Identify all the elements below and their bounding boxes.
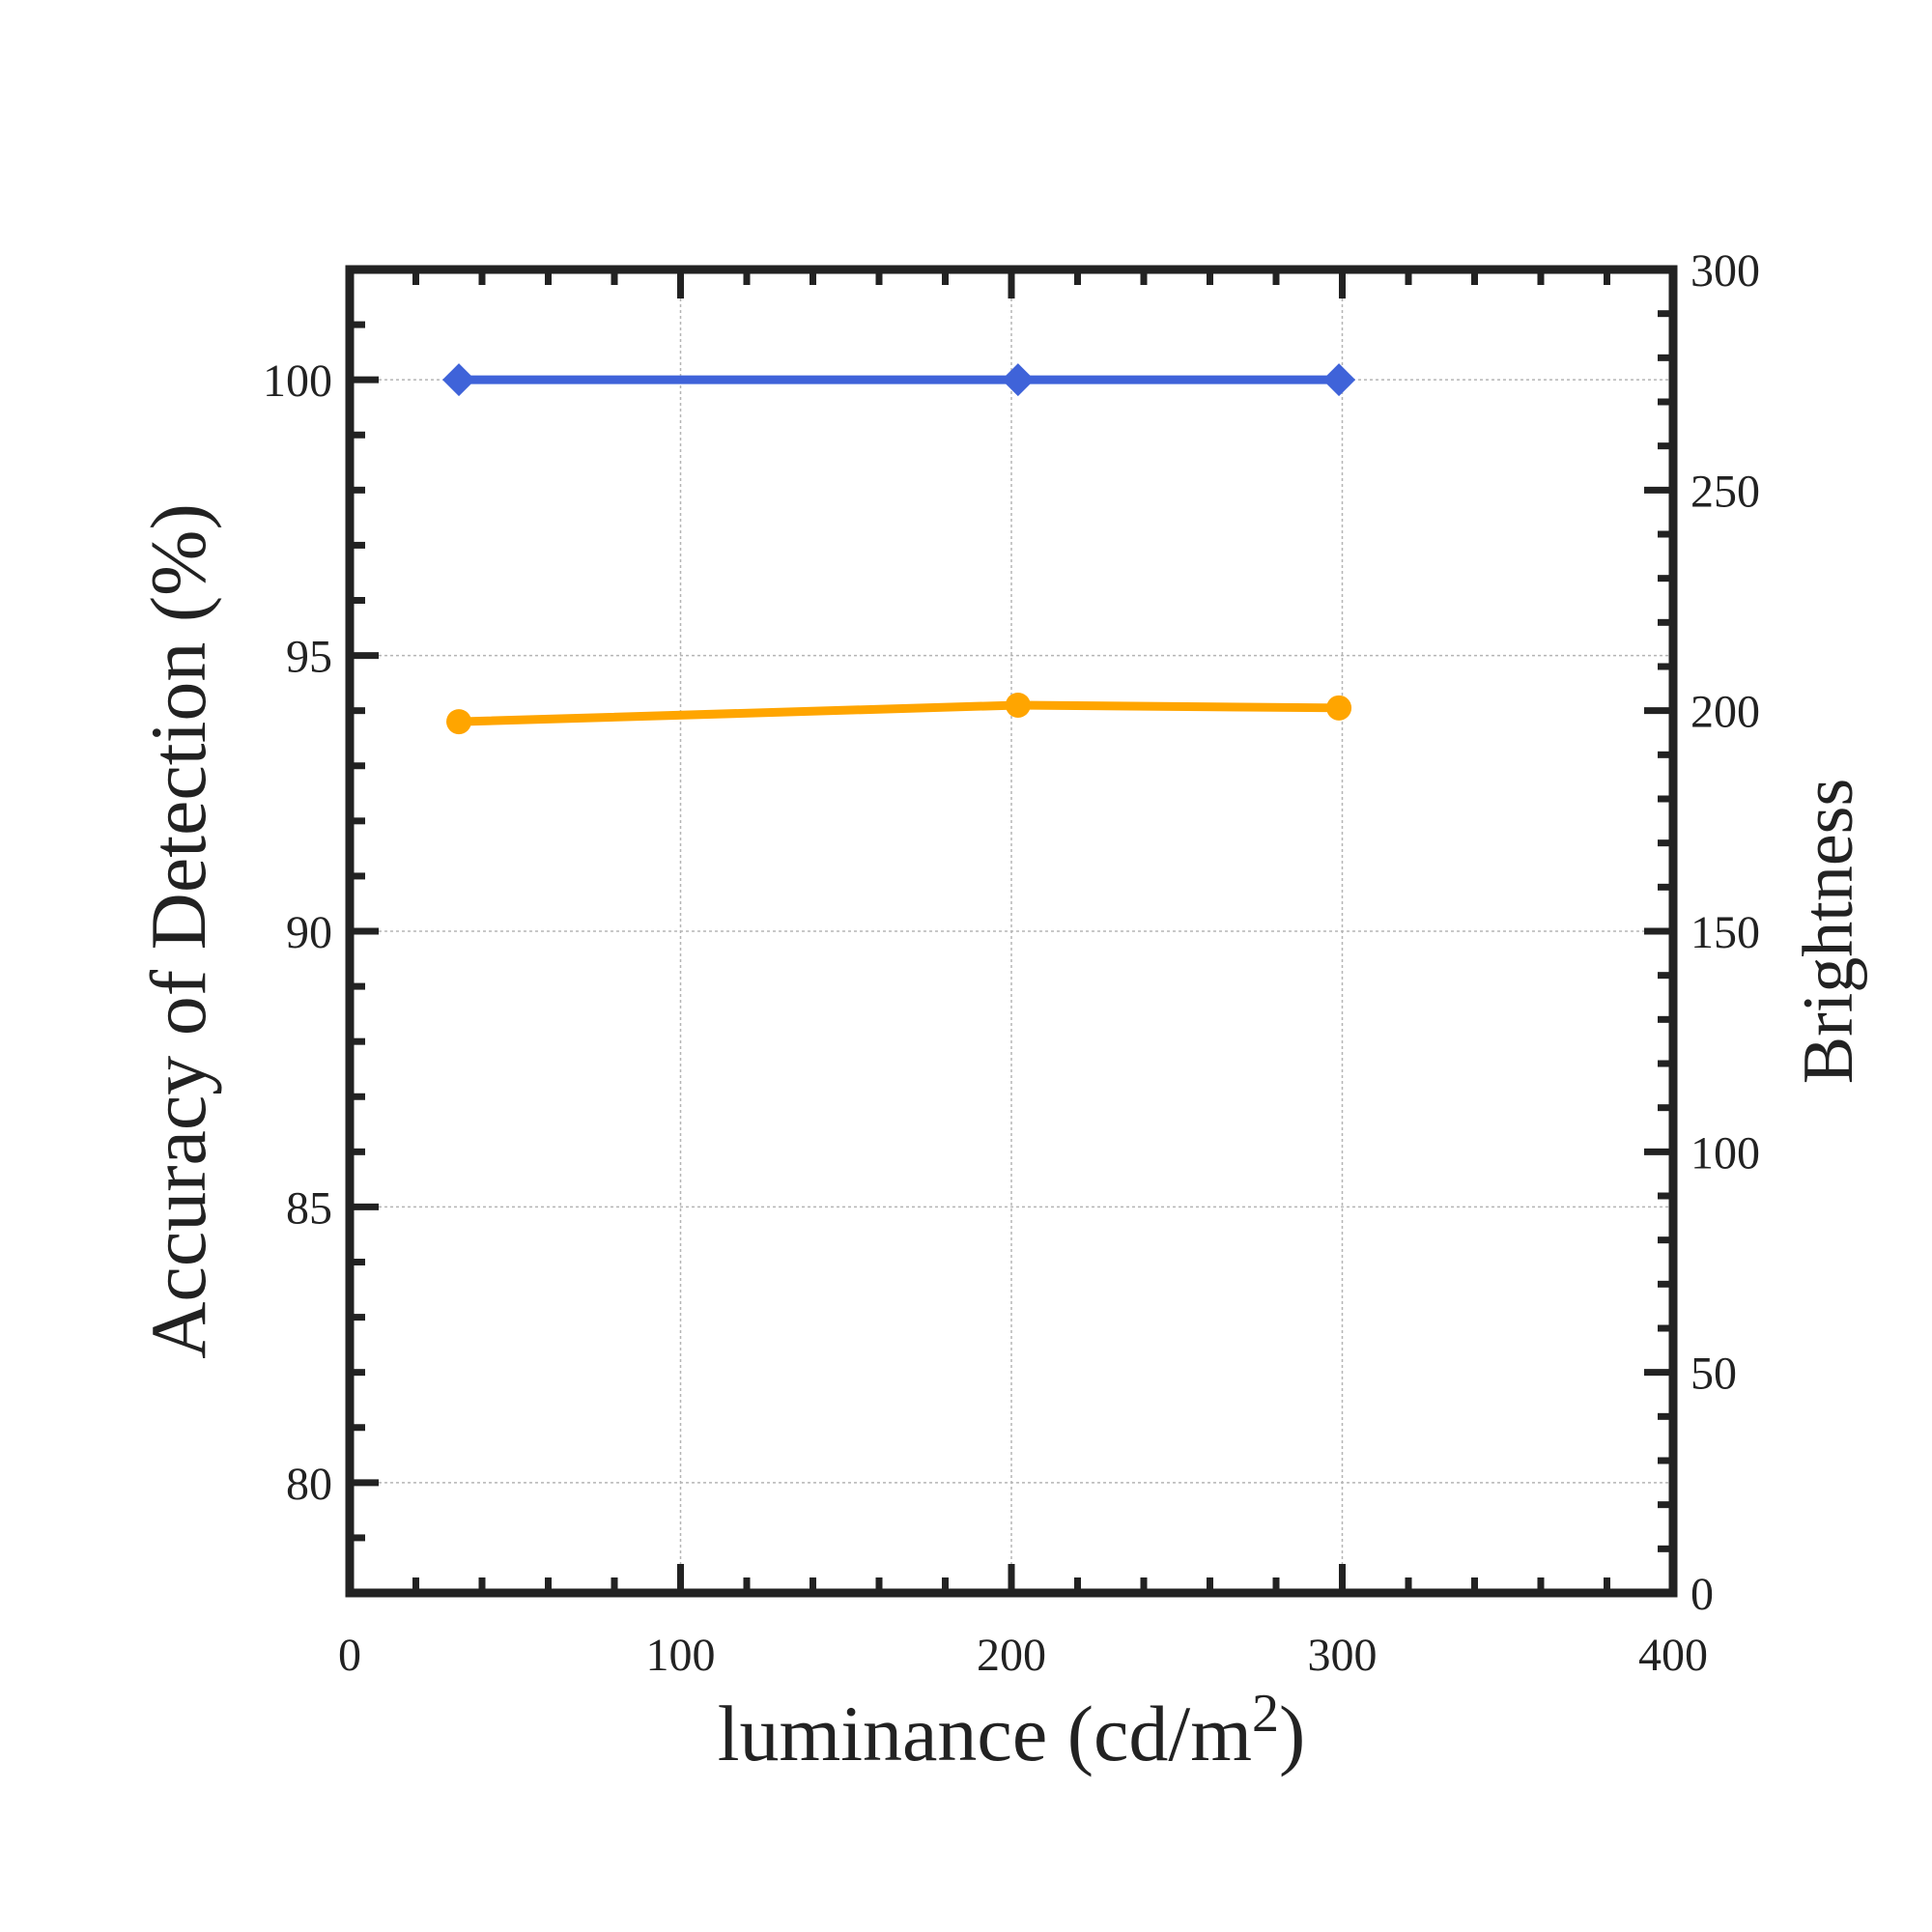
series-line-2: [454, 700, 1344, 726]
x-tick-label: 100: [646, 1630, 716, 1681]
y2-tick-label: 300: [1690, 245, 1760, 297]
y2-tick-label: 250: [1690, 466, 1760, 517]
x-axis-title-suffix: ): [1279, 1690, 1305, 1777]
y-tick-label: 90: [286, 907, 332, 958]
y-axis-title: Accuracy of Detection (%): [134, 503, 222, 1359]
y2-tick-label: 150: [1690, 907, 1760, 958]
y2-tick-label: 50: [1690, 1349, 1737, 1400]
plot-frame: [345, 265, 1678, 1598]
x-tick-label: 300: [1308, 1630, 1378, 1681]
y-tick-label: 80: [286, 1459, 332, 1510]
y2-axis-title: Brightness: [1789, 779, 1868, 1085]
y2-tick-label: 200: [1690, 687, 1760, 738]
series-layer: [442, 363, 1356, 735]
circle-marker: [1326, 695, 1352, 721]
y2-tick-label: 100: [1690, 1127, 1760, 1179]
tick-labels: 0 100 200 300 400 80 85 90 95 100 0 50 100 150 200 250 3…: [263, 245, 1760, 1681]
y2-tick-label: 0: [1690, 1569, 1714, 1620]
x-axis-title-superscript: 2: [1252, 1684, 1279, 1744]
y-tick-label: 85: [286, 1182, 332, 1234]
diamond-marker: [442, 363, 476, 397]
circle-marker: [1005, 692, 1031, 718]
x-tick-label: 200: [977, 1630, 1046, 1681]
diamond-marker: [1001, 363, 1035, 397]
x-axis-title: luminance (cd/m2): [718, 1684, 1306, 1777]
y-tick-label: 95: [286, 632, 332, 683]
diamond-marker: [1322, 363, 1356, 397]
x-tick-label: 400: [1638, 1630, 1708, 1681]
y-tick-label: 100: [263, 355, 332, 407]
x-axis-title-main: luminance (cd/m: [718, 1690, 1252, 1777]
circle-marker: [446, 709, 472, 735]
x-tick-label: 0: [338, 1630, 361, 1681]
grid-lines: [350, 270, 1673, 1593]
